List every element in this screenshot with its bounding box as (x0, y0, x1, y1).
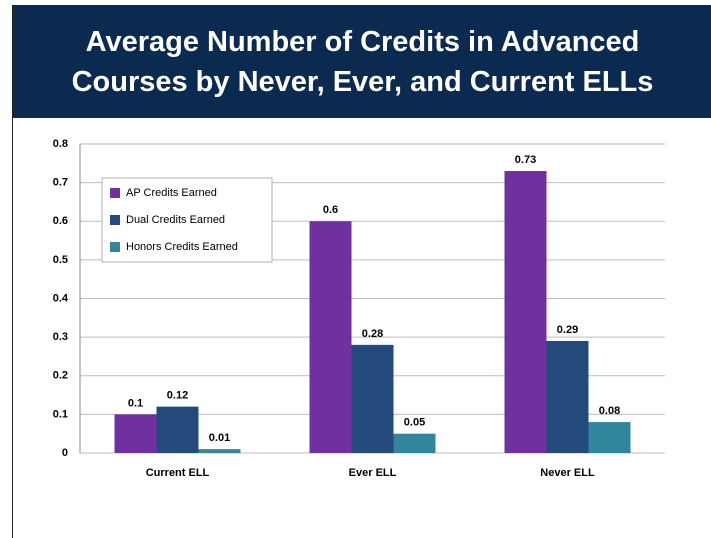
bar (588, 422, 631, 453)
y-tick-label: 0.5 (53, 254, 68, 266)
bar (504, 171, 547, 453)
slide: Average Number of Credits in Advanced Co… (12, 5, 711, 538)
legend-label: AP Credits Earned (126, 187, 217, 199)
bar (546, 340, 589, 453)
data-label: 0.05 (404, 417, 425, 429)
data-label: 0.29 (557, 324, 578, 336)
data-label: 0.6 (323, 204, 338, 216)
x-tick-label: Ever ELL (349, 467, 397, 479)
bar (114, 414, 157, 453)
chart-title: Average Number of Credits in Advanced Co… (13, 5, 711, 118)
y-tick-label: 0.2 (53, 370, 68, 382)
data-label: 0.08 (599, 405, 620, 417)
bar (351, 344, 394, 453)
x-tick-label: Never ELL (540, 467, 595, 479)
data-label: 0.1 (128, 397, 143, 409)
data-label: 0.01 (209, 432, 230, 444)
data-label: 0.28 (362, 328, 383, 340)
y-tick-label: 0.8 (53, 138, 68, 150)
legend-box (101, 177, 273, 263)
x-tick-label: Current ELL (146, 467, 210, 479)
data-label: 0.73 (515, 154, 536, 166)
legend-label: Dual Credits Earned (126, 214, 225, 226)
data-label: 0.12 (167, 390, 188, 402)
y-tick-label: 0.4 (53, 292, 69, 304)
y-tick-label: 0 (62, 447, 68, 459)
legend-label: Honors Credits Earned (126, 241, 238, 253)
y-tick-label: 0.6 (53, 215, 68, 227)
y-tick-label: 0.1 (53, 408, 68, 420)
bar (198, 449, 241, 453)
legend-swatch (110, 188, 120, 198)
bar (309, 221, 352, 453)
y-tick-label: 0.3 (53, 331, 68, 343)
legend-swatch (110, 242, 120, 252)
y-tick-label: 0.7 (53, 177, 68, 189)
bar (156, 406, 199, 453)
legend-swatch (110, 215, 120, 225)
bar (393, 433, 436, 453)
